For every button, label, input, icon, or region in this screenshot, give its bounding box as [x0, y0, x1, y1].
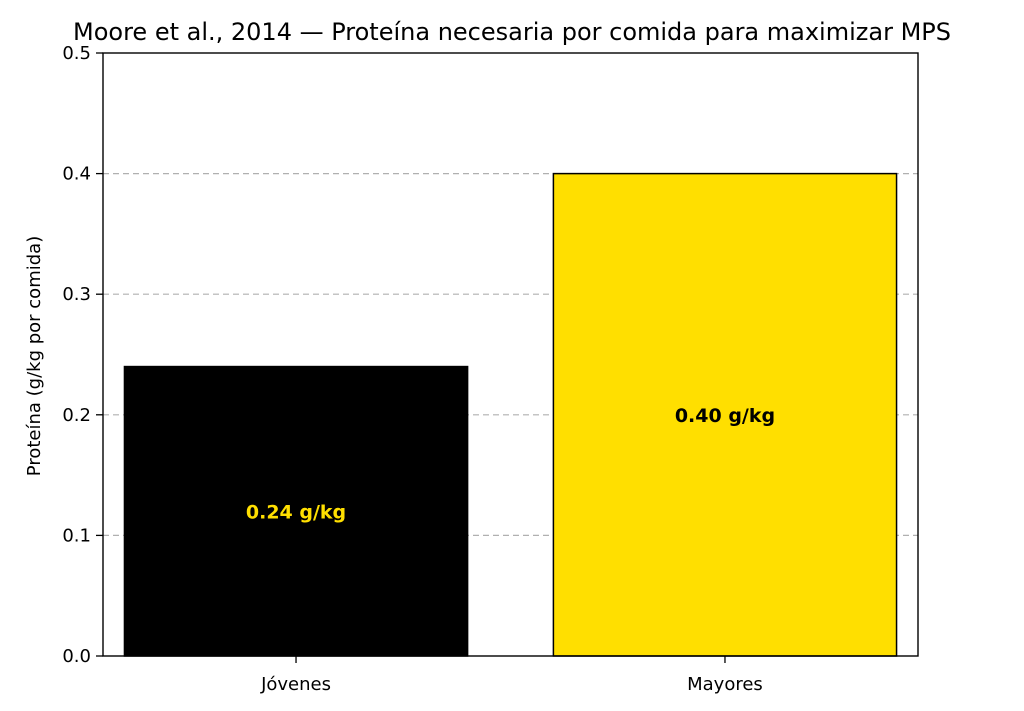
bar-value-label: 0.40 g/kg — [675, 405, 775, 427]
x-tick-label: Mayores — [687, 674, 763, 695]
x-tick-label: Jóvenes — [260, 674, 331, 695]
data-labels: 0.24 g/kg 0.40 g/kg — [246, 405, 775, 523]
bar-0 — [123, 365, 469, 657]
plot-frame — [102, 52, 919, 657]
y-tick-label: 0.2 — [62, 405, 91, 426]
x-axis: Jóvenes Mayores — [260, 656, 763, 695]
y-tick-label: 0.3 — [62, 284, 91, 305]
y-axis-label: Proteína (g/kg por comida) — [24, 236, 45, 476]
y-tick-label: 0.5 — [62, 43, 91, 64]
bars — [123, 172, 898, 657]
bar-1 — [552, 172, 898, 657]
y-axis: 0.0 0.1 0.2 0.3 0.4 0.5 — [62, 43, 103, 667]
bar-value-label: 0.24 g/kg — [246, 501, 346, 523]
y-tick-label: 0.4 — [62, 164, 91, 185]
y-tick-label: 0.0 — [62, 646, 91, 667]
y-tick-label: 0.1 — [62, 525, 91, 546]
chart-title: Moore et al., 2014 — Proteína necesaria … — [73, 18, 951, 46]
